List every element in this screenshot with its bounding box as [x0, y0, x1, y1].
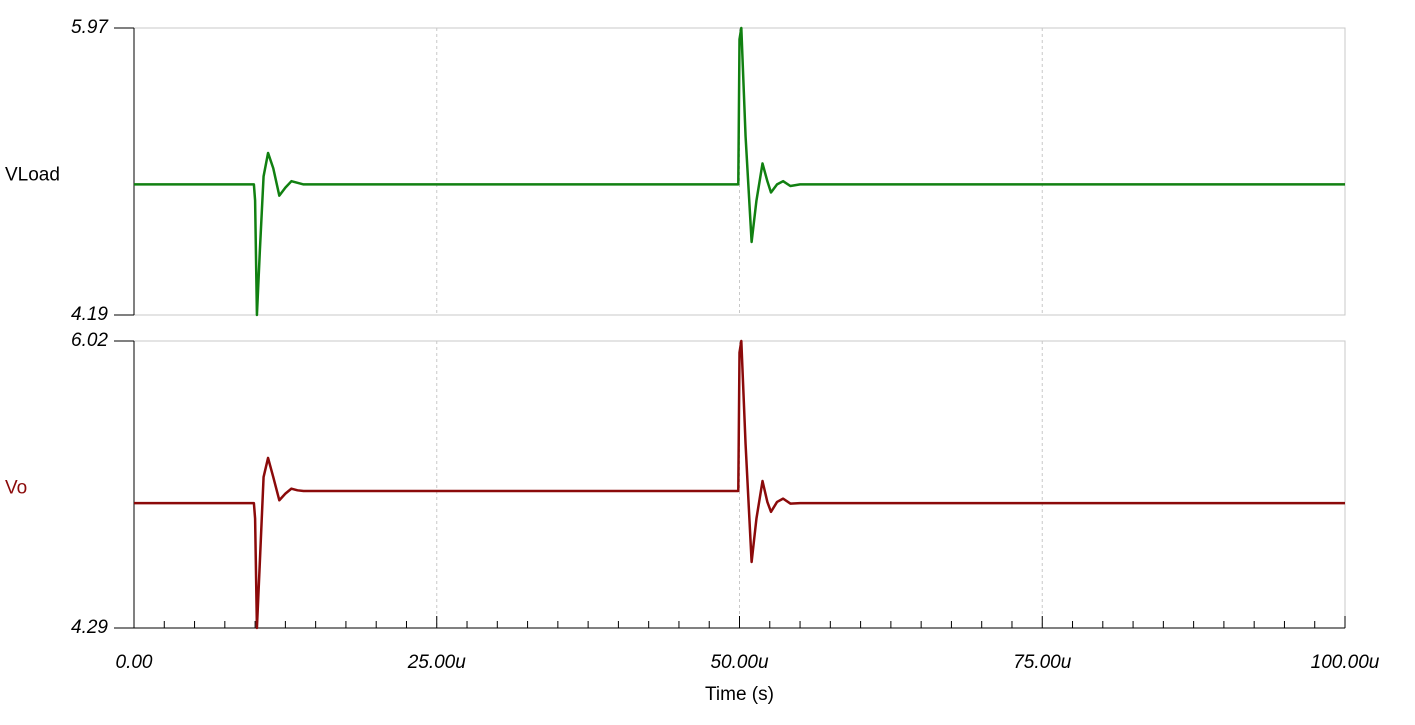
- x-tick-label: 50.00u: [710, 652, 769, 673]
- x-tick-label: 0.00: [116, 652, 153, 673]
- x-tick-label: 25.00u: [407, 652, 467, 673]
- y-tick-label: 6.02: [71, 330, 108, 351]
- series-label: Vo: [5, 478, 27, 499]
- y-tick-label: 4.19: [71, 304, 108, 325]
- x-tick-label: 100.00u: [1311, 652, 1380, 673]
- y-tick-label: 4.29: [71, 617, 108, 638]
- x-tick-label: 75.00u: [1013, 652, 1072, 673]
- series-label: VLoad: [5, 165, 60, 186]
- y-tick-label: 5.97: [71, 17, 109, 38]
- series-line: [134, 339, 1345, 630]
- series-line: [134, 26, 1345, 317]
- x-axis-label: Time (s): [705, 684, 774, 705]
